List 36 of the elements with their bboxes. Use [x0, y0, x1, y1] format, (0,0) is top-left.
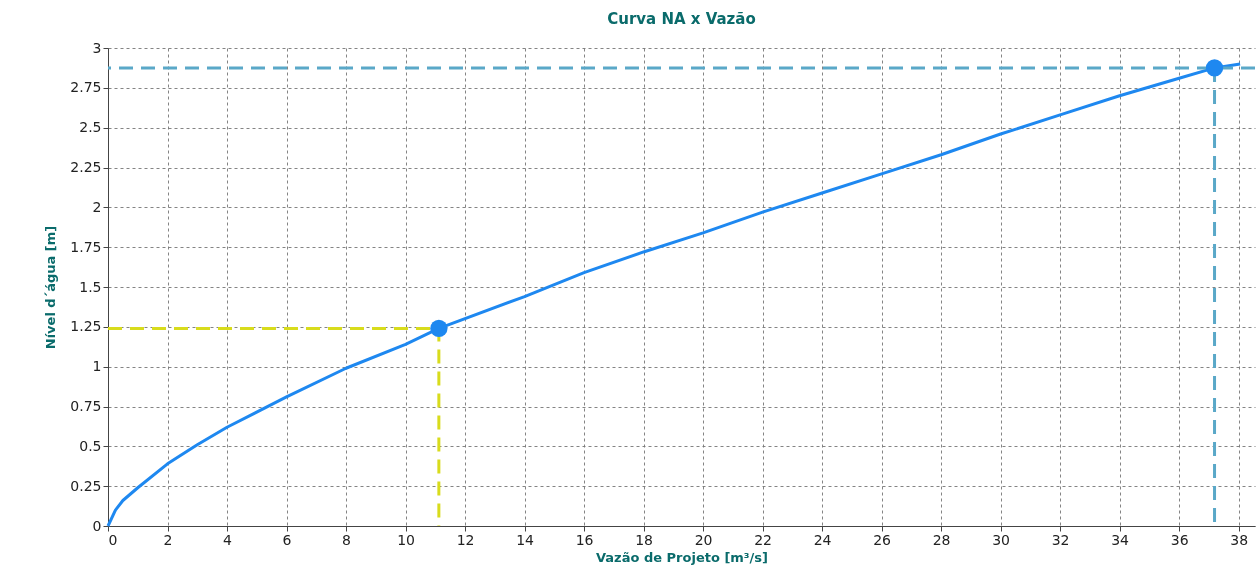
x-tick-label: 32: [1051, 531, 1070, 548]
y-tick-label: 0.5: [79, 437, 102, 454]
x-tick-label: 16: [575, 531, 594, 548]
x-tick-label: 14: [516, 531, 535, 548]
y-tick-label: 3: [92, 39, 102, 56]
y-tick-label: 2.5: [79, 119, 102, 136]
x-tick-label: 4: [223, 531, 233, 548]
x-tick-label: 30: [992, 531, 1011, 548]
x-tick-label: 0: [108, 531, 118, 548]
y-tick-label: 1: [92, 358, 102, 375]
x-tick-label: 12: [456, 531, 475, 548]
x-tick-label: 2: [163, 531, 173, 548]
x-tick-label: 24: [813, 531, 832, 548]
y-tick-label: 0: [92, 517, 102, 534]
x-tick-label: 36: [1170, 531, 1189, 548]
x-tick-label: 22: [754, 531, 772, 548]
x-tick-label: 26: [873, 531, 892, 548]
y-tick-label: 0.25: [70, 477, 102, 494]
x-tick-label: 38: [1230, 531, 1249, 548]
x-tick-label: 28: [932, 531, 951, 548]
x-tick-label: 20: [694, 531, 713, 548]
y-axis-title: Nível d´água [m]: [43, 225, 59, 350]
y-tick-label: 2.25: [70, 159, 102, 175]
y-tick-label: 2: [92, 198, 102, 215]
x-tick-label: 10: [397, 531, 415, 548]
x-tick-label: 18: [635, 531, 653, 548]
x-tick-label: 8: [342, 531, 351, 548]
x-tick-label: 34: [1111, 531, 1130, 548]
y-tick-label: 2.75: [70, 79, 102, 96]
x-tick-label: 6: [282, 531, 292, 548]
chart-title: Curva NA x Vazão: [607, 10, 756, 28]
y-tick-label: 1.25: [70, 318, 102, 335]
x-axis-title: Vazão de Projeto [m³/s]: [596, 549, 768, 565]
y-tick-label: 1.5: [79, 278, 102, 295]
y-tick-label: 0.75: [70, 398, 102, 414]
y-tick-label: 1.75: [70, 238, 102, 255]
